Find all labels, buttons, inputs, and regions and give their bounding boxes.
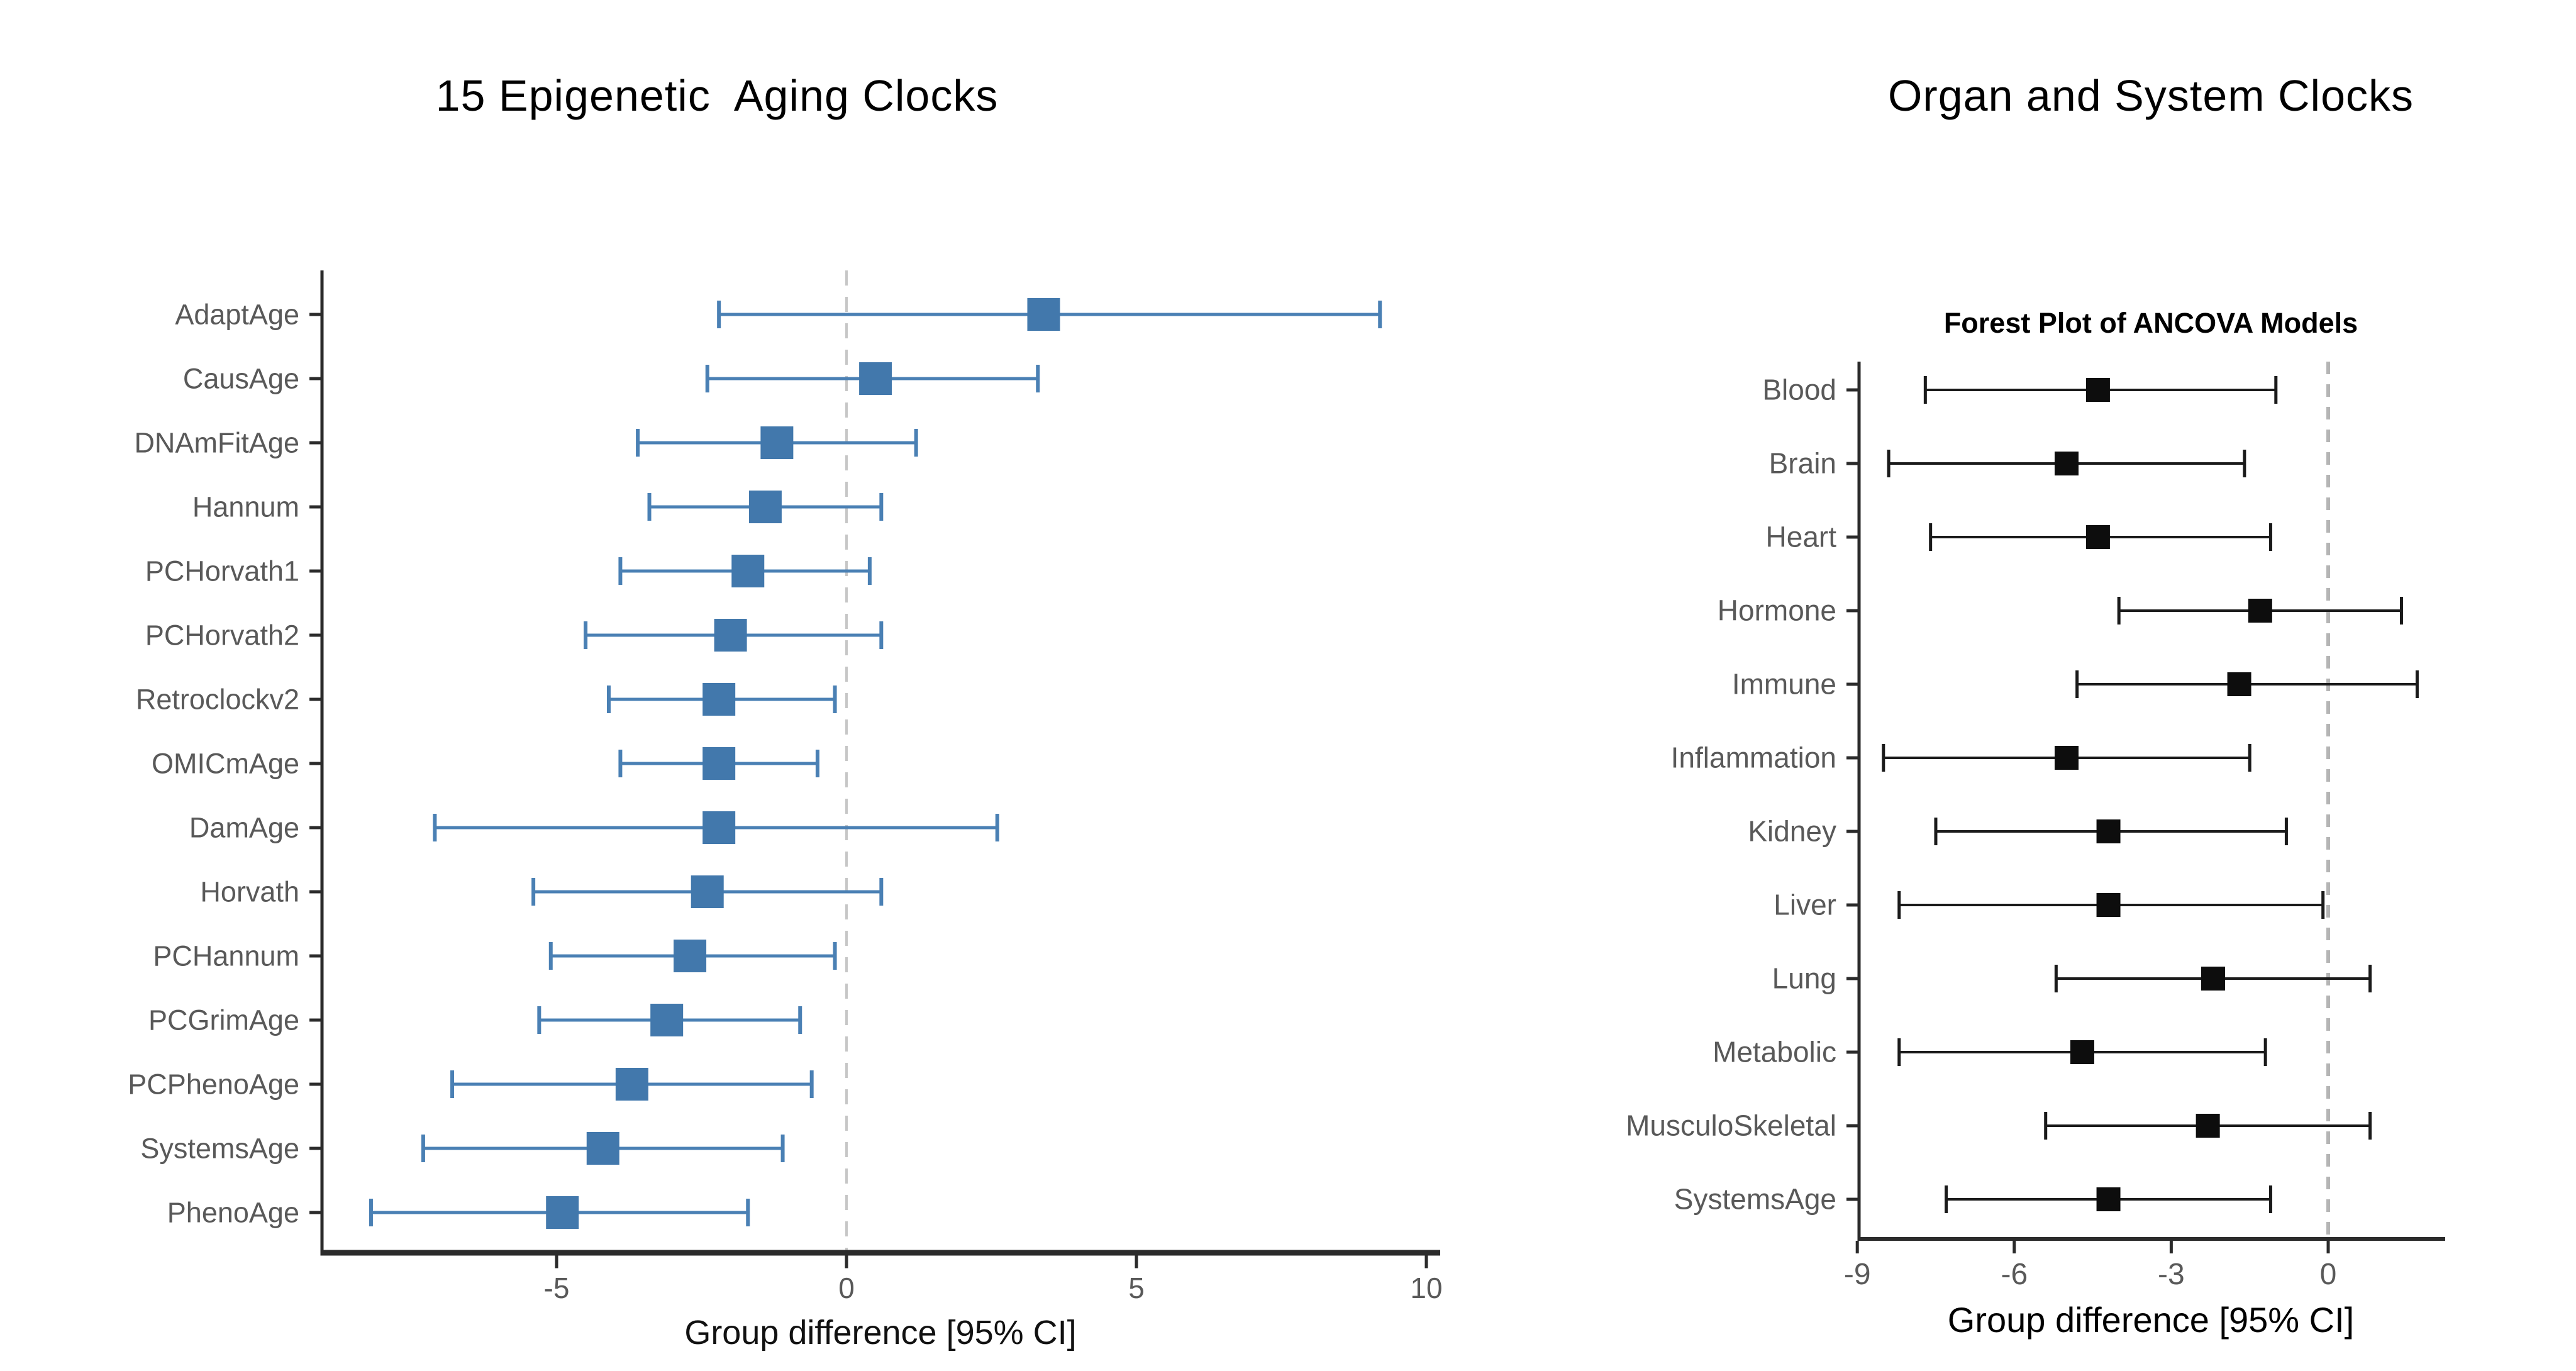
right-forest-plot: -9 -6 -3 0 Blood Brain Heart Hormone Immune Infla… xyxy=(1626,362,2445,1291)
point-estimate-marker xyxy=(2096,1187,2121,1211)
row-label: Brain xyxy=(1769,447,1836,480)
point-estimate-marker xyxy=(615,1068,648,1101)
left-forest-plot: -5 0 5 10 AdaptAge CausAge DNAmFitAge Hannum PCH… xyxy=(128,270,1443,1304)
point-estimate-marker xyxy=(2227,672,2251,696)
right-x-axis-label: Group difference [95% CI] xyxy=(1947,1300,2355,1340)
point-estimate-marker xyxy=(650,1004,684,1036)
row-label: PCPhenoAge xyxy=(128,1068,299,1100)
point-estimate-marker xyxy=(2201,967,2225,991)
row-label: PCGrimAge xyxy=(148,1004,299,1036)
row-label: Liver xyxy=(1774,889,1836,921)
x-tick-label: -9 xyxy=(1844,1258,1871,1291)
point-estimate-marker xyxy=(702,747,736,780)
row-label: Horvath xyxy=(200,875,299,908)
row-label: AdaptAge xyxy=(175,298,299,330)
point-estimate-marker xyxy=(586,1132,619,1165)
point-estimate-marker xyxy=(731,555,765,587)
point-estimate-marker xyxy=(2055,746,2079,770)
point-estimate-marker xyxy=(702,811,736,844)
right-chart-title: Organ and System Clocks xyxy=(1887,71,2414,120)
point-estimate-marker xyxy=(691,875,724,908)
point-estimate-marker xyxy=(674,940,707,972)
x-tick-label: 5 xyxy=(1128,1272,1145,1304)
point-estimate-marker xyxy=(1027,298,1060,331)
row-label: Hormone xyxy=(1718,594,1836,627)
row-label: PCHorvath2 xyxy=(145,619,299,651)
x-tick-label: -3 xyxy=(2158,1258,2185,1291)
point-estimate-marker xyxy=(748,491,782,523)
row-label: Hannum xyxy=(192,491,299,523)
x-tick-label: -6 xyxy=(2001,1258,2028,1291)
row-label: OMICmAge xyxy=(152,747,299,779)
x-tick-label: 10 xyxy=(1410,1272,1442,1304)
row-label: Kidney xyxy=(1748,815,1836,848)
row-label: Immune xyxy=(1732,668,1836,701)
point-estimate-marker xyxy=(2096,819,2121,843)
point-estimate-marker xyxy=(2248,599,2272,623)
row-label: SystemsAge xyxy=(1674,1183,1836,1216)
row-label: CausAge xyxy=(183,362,299,394)
row-label: Inflammation xyxy=(1671,741,1836,774)
point-estimate-marker xyxy=(2085,525,2110,549)
x-tick-label: 0 xyxy=(838,1272,855,1304)
row-label: Retroclockv2 xyxy=(136,683,299,715)
point-estimate-marker xyxy=(2196,1114,2220,1138)
x-tick-label: -5 xyxy=(544,1272,570,1304)
row-label: Heart xyxy=(1766,521,1837,553)
left-chart-title: 15 Epigenetic Aging Clocks xyxy=(435,71,999,120)
row-label: Lung xyxy=(1772,962,1836,995)
right-chart-subtitle: Forest Plot of ANCOVA Models xyxy=(1943,307,2358,339)
point-estimate-marker xyxy=(859,362,892,395)
row-label: Metabolic xyxy=(1713,1036,1836,1068)
point-estimate-marker xyxy=(2055,452,2079,475)
point-estimate-marker xyxy=(702,683,736,716)
left-x-axis-label: Group difference [95% CI] xyxy=(684,1314,1077,1352)
row-label: PCHorvath1 xyxy=(145,555,299,587)
point-estimate-marker xyxy=(714,619,747,652)
row-label: Blood xyxy=(1762,374,1836,406)
row-label: PCHannum xyxy=(153,940,299,972)
row-label: MusculoSkeletal xyxy=(1626,1109,1836,1142)
point-estimate-marker xyxy=(546,1196,579,1229)
point-estimate-marker xyxy=(2096,893,2121,917)
point-estimate-marker xyxy=(760,426,794,459)
point-estimate-marker xyxy=(2070,1040,2094,1064)
x-tick-label: 0 xyxy=(2320,1258,2337,1291)
row-label: DNAmFitAge xyxy=(134,426,299,458)
point-estimate-marker xyxy=(2085,378,2110,402)
row-label: PhenoAge xyxy=(167,1196,299,1228)
row-label: DamAge xyxy=(189,811,299,843)
row-label: SystemsAge xyxy=(140,1132,299,1164)
